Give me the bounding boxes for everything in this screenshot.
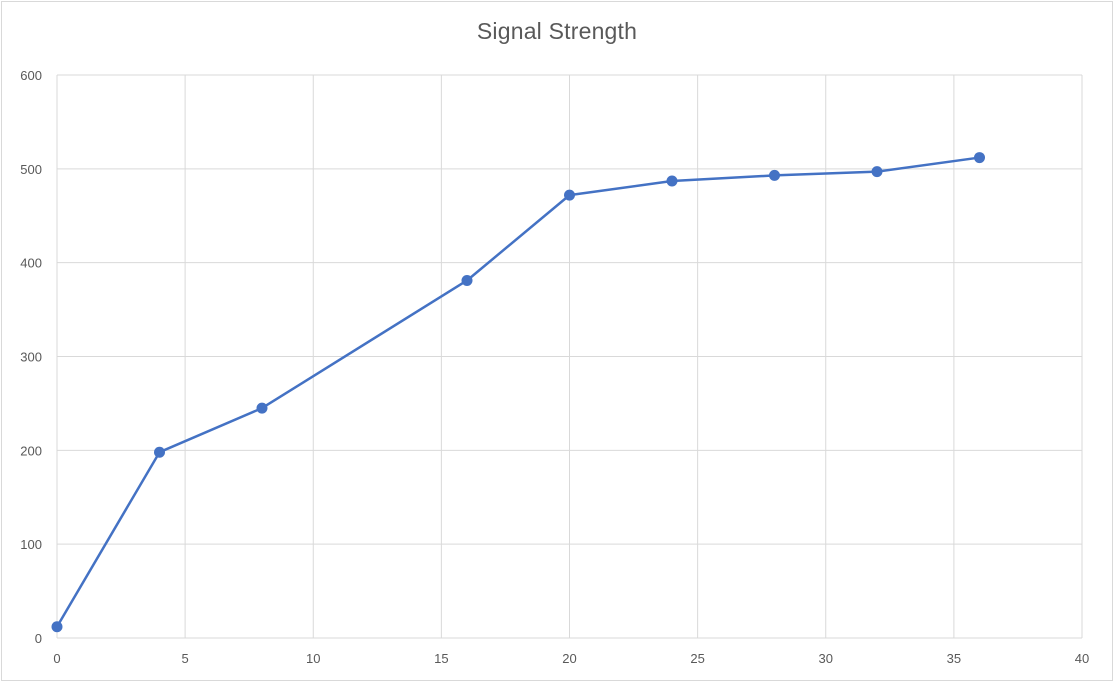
data-point-6 <box>769 169 780 181</box>
data-point-7 <box>871 166 883 178</box>
series-line-0 <box>55 156 980 628</box>
x-tick-label-40: 40 <box>1075 651 1089 666</box>
x-tick-label-0: 0 <box>53 651 60 666</box>
y-tick-label-100: 100 <box>20 537 42 552</box>
data-point-2 <box>256 402 268 414</box>
x-tick-label-5: 5 <box>182 651 189 666</box>
y-tick-label-400: 400 <box>20 256 42 271</box>
chart-title: Signal Strength <box>476 18 638 44</box>
data-point-8 <box>974 152 985 164</box>
x-tick-label-25: 25 <box>690 651 704 666</box>
y-tick-label-0: 0 <box>35 631 42 646</box>
data-point-5 <box>666 175 678 187</box>
x-tick-label-35: 35 <box>947 651 961 666</box>
data-point-0 <box>51 621 63 633</box>
gridlines <box>56 74 1083 639</box>
series-layer <box>51 152 985 633</box>
x-tick-label-10: 10 <box>306 651 320 666</box>
data-point-3 <box>461 274 473 286</box>
data-point-4 <box>564 189 575 201</box>
x-tick-label-15: 15 <box>434 651 448 666</box>
y-tick-label-200: 200 <box>20 443 42 458</box>
y-tick-label-500: 500 <box>20 162 42 177</box>
x-tick-label-30: 30 <box>819 651 833 666</box>
data-point-1 <box>154 446 165 458</box>
y-tick-label-300: 300 <box>20 350 42 365</box>
y-tick-label-600: 600 <box>20 68 42 83</box>
x-tick-label-20: 20 <box>562 651 576 666</box>
